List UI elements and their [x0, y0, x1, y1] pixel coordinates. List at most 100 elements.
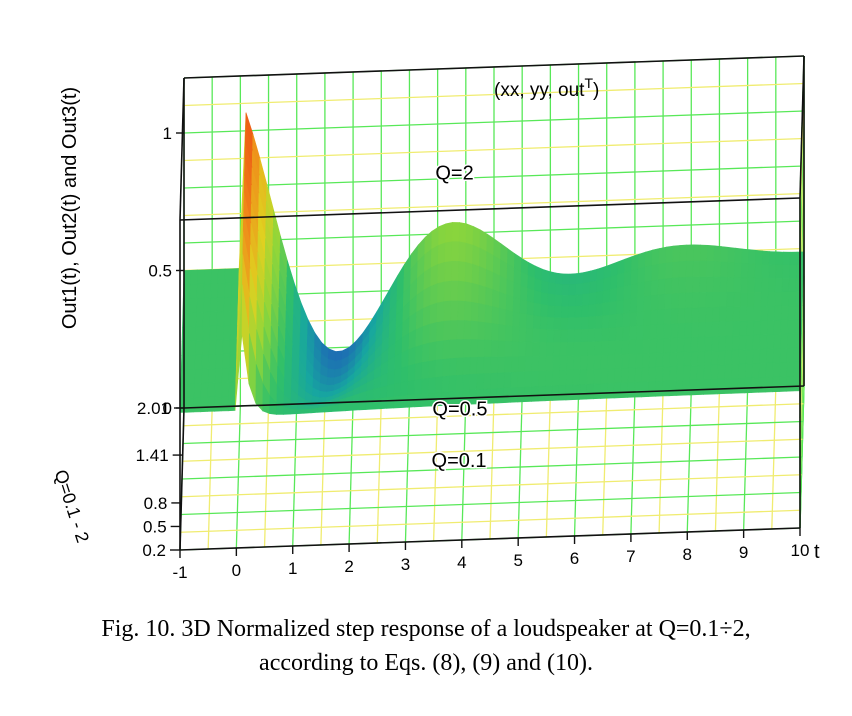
surface-patch [644, 249, 653, 268]
surface-patch [759, 334, 768, 350]
surface-patch [693, 244, 702, 262]
surface-patch [450, 280, 459, 302]
surface-patch [539, 328, 548, 344]
surface-patch [504, 340, 513, 358]
surface-patch [704, 350, 712, 366]
surface-patch [712, 291, 721, 308]
surface-patch [189, 298, 198, 314]
surface-patch [428, 341, 437, 362]
frame-layer [170, 55, 805, 558]
surface-patch [327, 368, 336, 379]
surface-patch [601, 314, 610, 329]
surface-patch [190, 269, 199, 285]
surface-patch [407, 379, 416, 396]
surface-patch [740, 262, 749, 279]
surface-patch [209, 325, 218, 341]
surface-patch [789, 264, 798, 279]
surface-patch [216, 297, 225, 313]
surface-patch [620, 382, 629, 399]
surface-patch [545, 370, 554, 387]
surface-patch [188, 340, 197, 356]
surface-patch [691, 292, 700, 309]
surface-patch [705, 307, 714, 323]
surface-plot: Out1(t), Out2(t) and Out3(t) Q=0.1 - 2 t… [51, 55, 820, 582]
x-tick-label: -1 [172, 563, 187, 582]
surface-patch [649, 338, 658, 354]
surface-patch [710, 350, 719, 366]
surface-patch [589, 280, 598, 294]
surface-patch [696, 365, 705, 381]
surface-patch [655, 366, 664, 382]
surface-patch [623, 284, 632, 301]
surface-patch [594, 315, 603, 330]
surface-patch [656, 323, 665, 340]
surface-patch [327, 358, 336, 371]
back-wall-gridline [183, 192, 805, 217]
x-tick-label: 6 [570, 549, 579, 568]
surface-patch [622, 326, 631, 342]
surface-patch [745, 349, 754, 365]
surface-patch [740, 277, 749, 293]
surface-patch [697, 336, 706, 352]
surface-patch [444, 260, 453, 283]
surface-patch [207, 396, 216, 412]
surface-patch [738, 363, 747, 379]
surface-patch [441, 375, 450, 393]
surface-patch [201, 340, 210, 356]
surface-patch [608, 313, 617, 329]
surface-patch [773, 319, 782, 335]
surface-patch [613, 382, 622, 399]
surface-patch [435, 359, 444, 378]
surface-patch [201, 354, 210, 370]
surface-patch [519, 312, 528, 329]
surface-patch [593, 354, 602, 370]
surface-patch [561, 295, 570, 307]
plot-label-text: (xx, yy, out [494, 80, 585, 101]
surface-patch [574, 317, 583, 331]
surface-patch [683, 337, 692, 353]
surface-patch [758, 377, 767, 393]
surface-patch [678, 292, 687, 310]
surface-patch [719, 291, 728, 308]
surface-patch [579, 384, 588, 400]
surface-patch [559, 355, 568, 371]
surface-patch [539, 316, 548, 331]
surface-patch [644, 265, 653, 283]
surface-patch [692, 276, 701, 294]
surface-patch [761, 250, 770, 266]
surface-patch [421, 360, 430, 380]
surface-patch [621, 353, 630, 369]
surface-patch [609, 287, 618, 303]
x-tick-label: 4 [457, 553, 466, 572]
surface-patch [485, 269, 494, 291]
surface-patch [731, 363, 740, 380]
surface-patch [547, 293, 556, 307]
surface-patch [779, 348, 788, 364]
surface-patch [505, 325, 514, 342]
surface-patch [470, 339, 479, 358]
surface-patch [456, 357, 464, 376]
surface-patch [741, 248, 750, 265]
surface-patch [682, 365, 691, 381]
surface-patch [415, 326, 424, 348]
surface-patch [752, 334, 761, 350]
surface-patch [616, 299, 625, 315]
surface-patch [669, 366, 678, 382]
surface-patch [727, 262, 736, 278]
surface-patch [421, 342, 430, 363]
surface-patch [628, 339, 637, 355]
surface-patch [511, 341, 520, 358]
surface-patch [641, 381, 650, 398]
surface-patch [642, 339, 651, 354]
surface-patch [444, 241, 453, 263]
y-tick-label: 0.8 [144, 494, 168, 513]
surface-patch [422, 323, 431, 346]
surface-patch [428, 359, 437, 379]
surface-patch [657, 294, 666, 311]
surface-patch [744, 377, 753, 394]
surface-patch [491, 323, 500, 342]
surface-patch [231, 268, 240, 284]
surface-patch [464, 301, 473, 322]
surface-patch [582, 281, 591, 295]
x-tick-label: 8 [683, 545, 692, 564]
